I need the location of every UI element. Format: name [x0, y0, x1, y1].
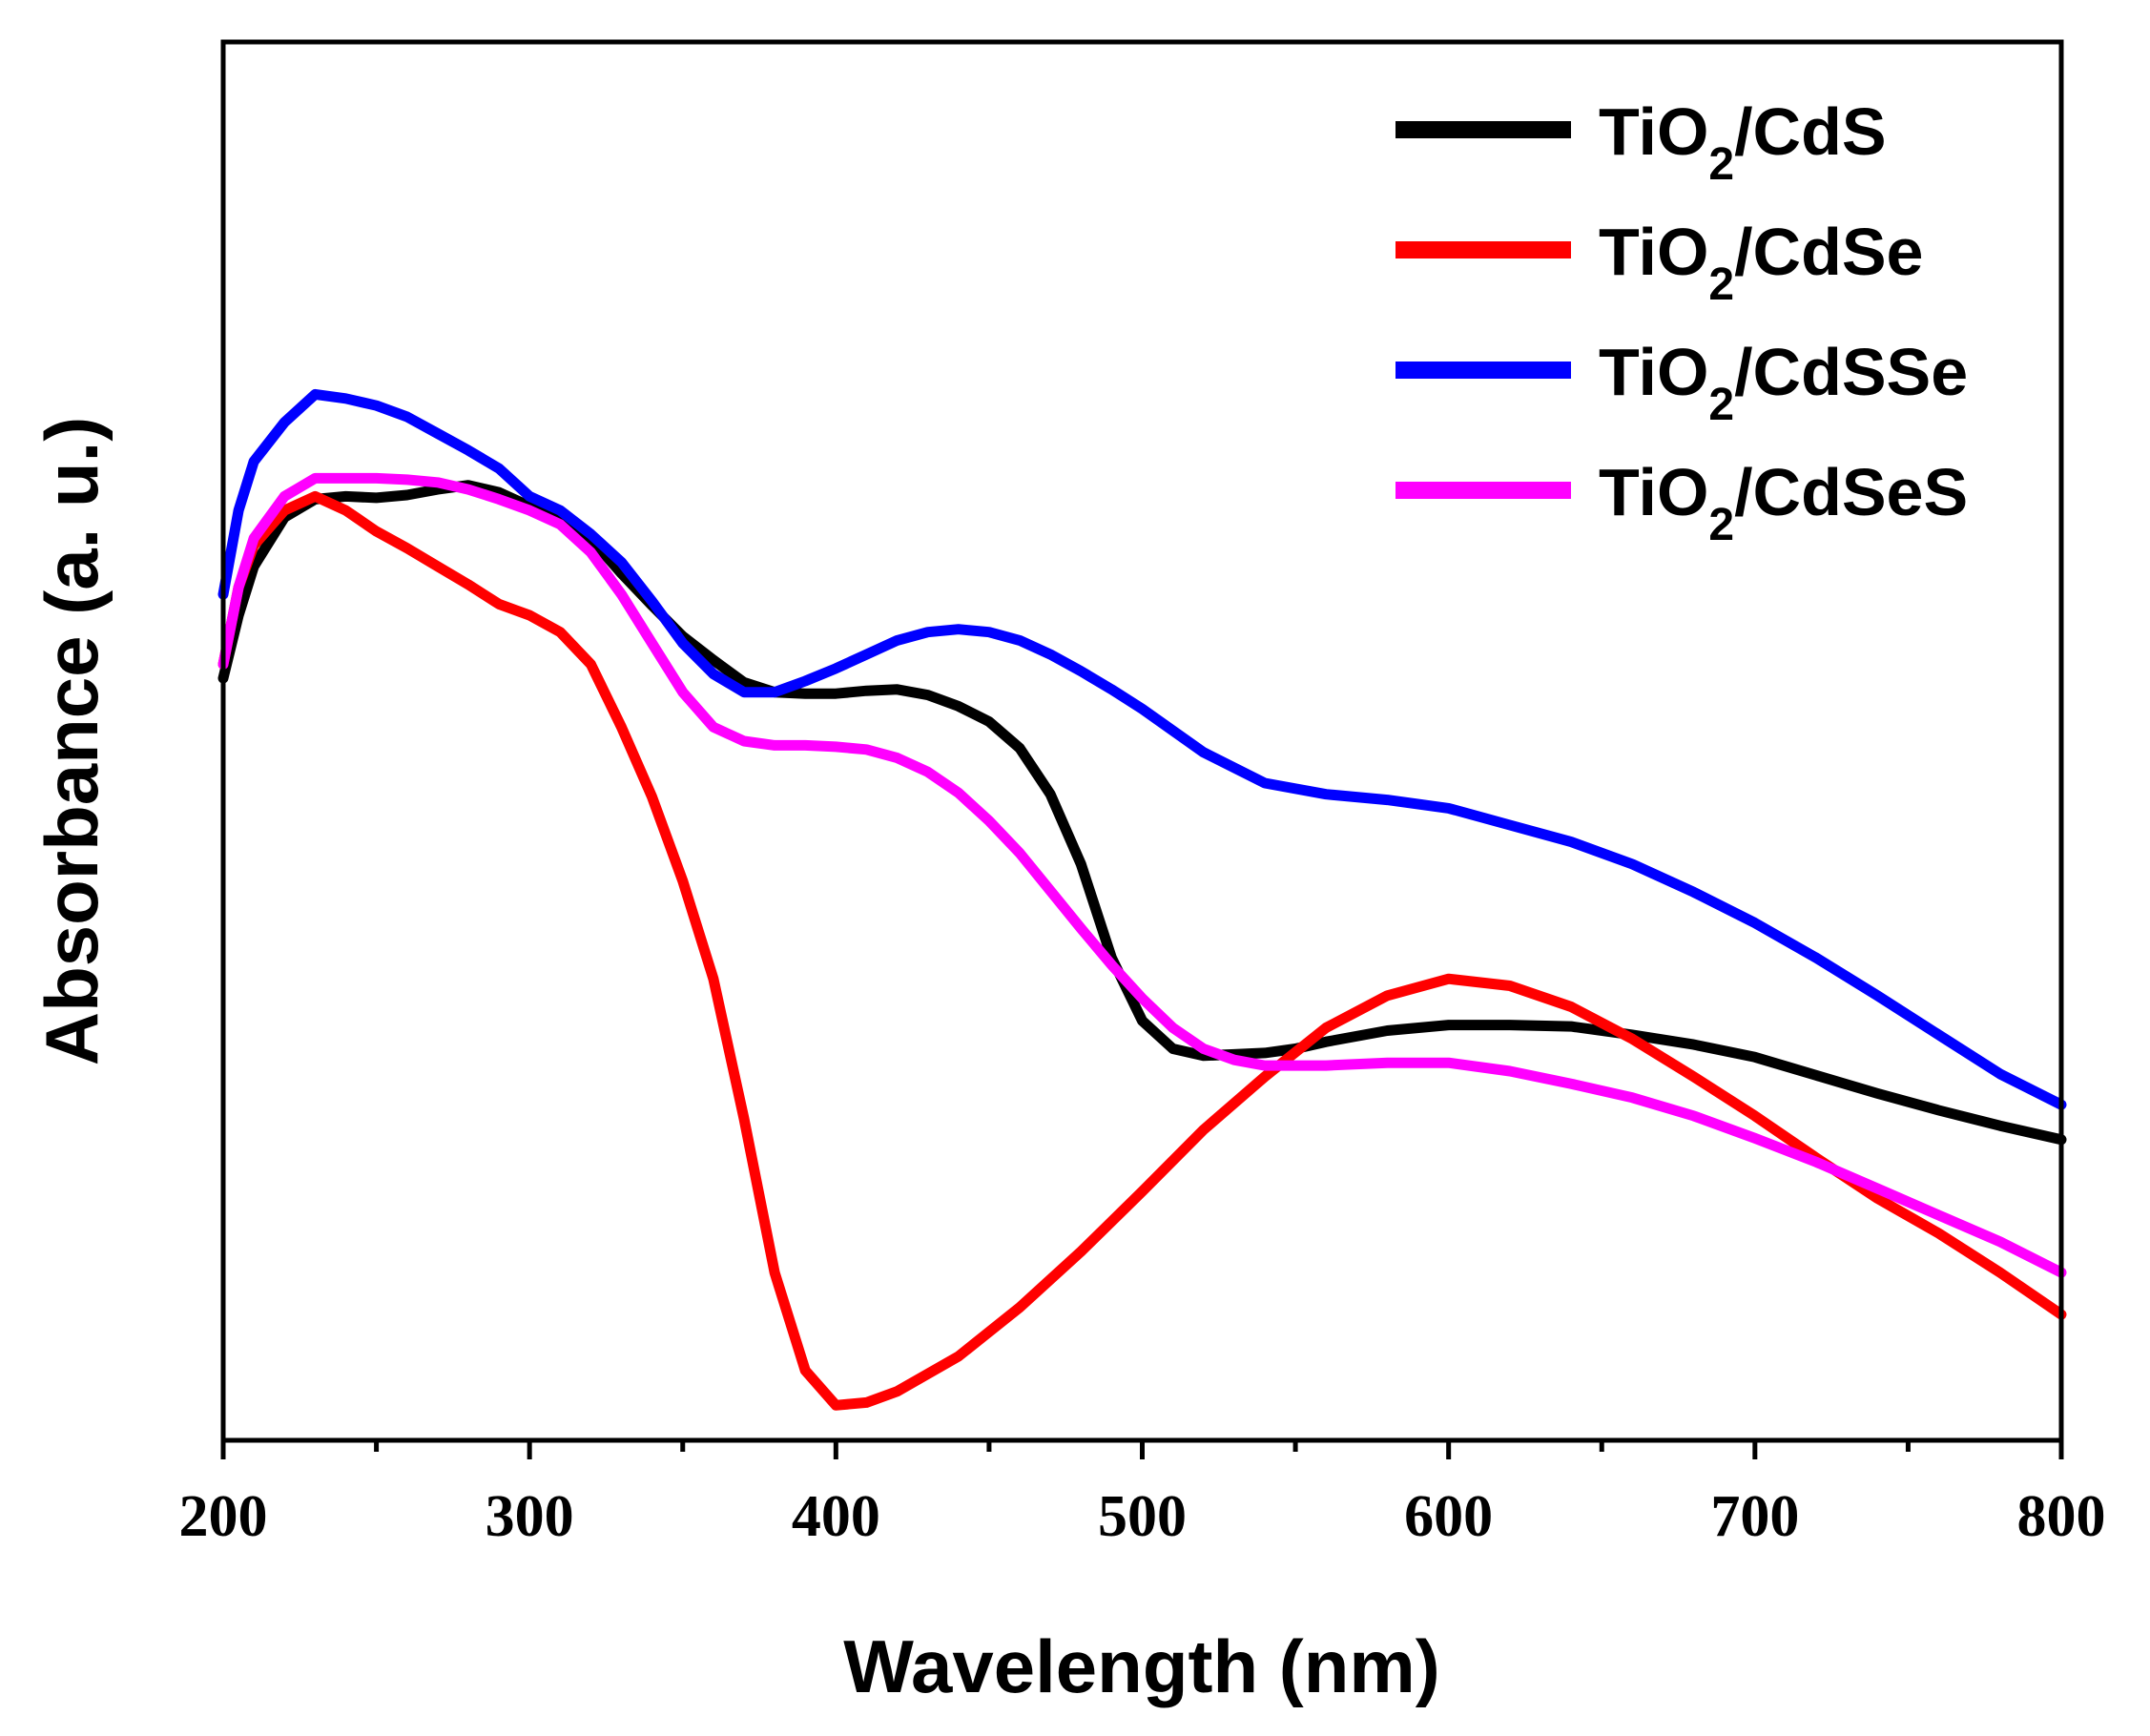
y-axis-title: Absorbance (a. u.): [30, 417, 114, 1065]
x-tick-label: 700: [1710, 1484, 1799, 1549]
legend-label-2: TiO2/CdSe: [1599, 215, 1923, 310]
x-tick-label: 800: [2017, 1484, 2106, 1549]
series-line-3: [217, 388, 2067, 1110]
x-axis-tick-labels: 200 300 400 500 600 700 800: [179, 1484, 2106, 1549]
legend-label-1: TiO2/CdS: [1599, 94, 1887, 190]
legend-label-4: TiO2/CdSeS: [1599, 455, 1968, 550]
x-tick-label: 400: [792, 1484, 880, 1549]
x-axis-title: Wavelength (nm): [843, 1624, 1439, 1708]
x-tick-label: 600: [1404, 1484, 1493, 1549]
x-tick-label: 200: [179, 1484, 268, 1549]
series-line-2: [217, 490, 2067, 1411]
series-line-4: [217, 472, 2067, 1278]
legend: TiO2/CdS TiO2/CdSe TiO2/CdSSe TiO2/CdSeS: [1395, 94, 1968, 550]
x-axis-ticks: [220, 1440, 2064, 1459]
legend-label-3: TiO2/CdSSe: [1599, 335, 1968, 430]
series-line-1: [217, 480, 2067, 1146]
x-tick-label: 300: [486, 1484, 574, 1549]
series-lines: [217, 388, 2067, 1411]
x-tick-label: 500: [1098, 1484, 1187, 1549]
